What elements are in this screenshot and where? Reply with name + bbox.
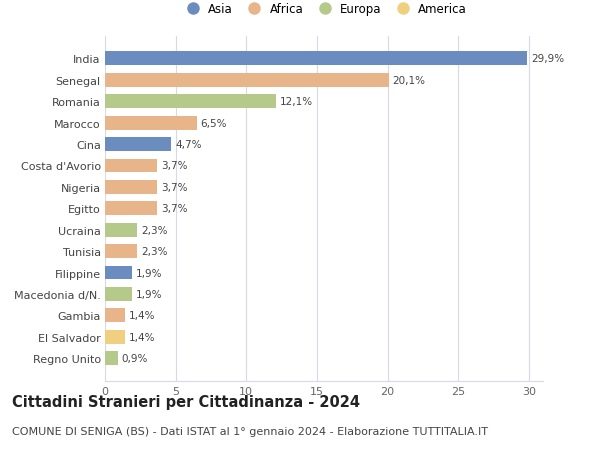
- Bar: [105, 330, 125, 344]
- Text: 3,7%: 3,7%: [161, 183, 187, 192]
- Text: 3,7%: 3,7%: [161, 161, 187, 171]
- Text: 1,9%: 1,9%: [136, 289, 162, 299]
- Text: 4,7%: 4,7%: [175, 140, 202, 150]
- Text: 0,9%: 0,9%: [121, 353, 148, 364]
- Text: 6,5%: 6,5%: [200, 118, 227, 129]
- Text: 1,4%: 1,4%: [128, 332, 155, 342]
- Bar: [105, 95, 276, 109]
- Bar: [105, 180, 157, 195]
- Bar: [105, 287, 132, 301]
- Bar: [105, 202, 157, 216]
- Text: COMUNE DI SENIGA (BS) - Dati ISTAT al 1° gennaio 2024 - Elaborazione TUTTITALIA.: COMUNE DI SENIGA (BS) - Dati ISTAT al 1°…: [12, 426, 488, 436]
- Text: Cittadini Stranieri per Cittadinanza - 2024: Cittadini Stranieri per Cittadinanza - 2…: [12, 394, 360, 409]
- Bar: [105, 117, 197, 130]
- Text: 3,7%: 3,7%: [161, 204, 187, 214]
- Text: 12,1%: 12,1%: [280, 97, 313, 107]
- Bar: [105, 52, 527, 66]
- Bar: [105, 138, 172, 152]
- Bar: [105, 245, 137, 258]
- Bar: [105, 223, 137, 237]
- Bar: [105, 309, 125, 323]
- Text: 1,9%: 1,9%: [136, 268, 162, 278]
- Text: 20,1%: 20,1%: [392, 76, 425, 86]
- Legend: Asia, Africa, Europa, America: Asia, Africa, Europa, America: [181, 3, 467, 16]
- Text: 1,4%: 1,4%: [128, 311, 155, 321]
- Bar: [105, 352, 118, 365]
- Bar: [105, 74, 389, 88]
- Text: 29,9%: 29,9%: [531, 54, 564, 64]
- Text: 2,3%: 2,3%: [141, 225, 167, 235]
- Bar: [105, 266, 132, 280]
- Text: 2,3%: 2,3%: [141, 246, 167, 257]
- Bar: [105, 159, 157, 173]
